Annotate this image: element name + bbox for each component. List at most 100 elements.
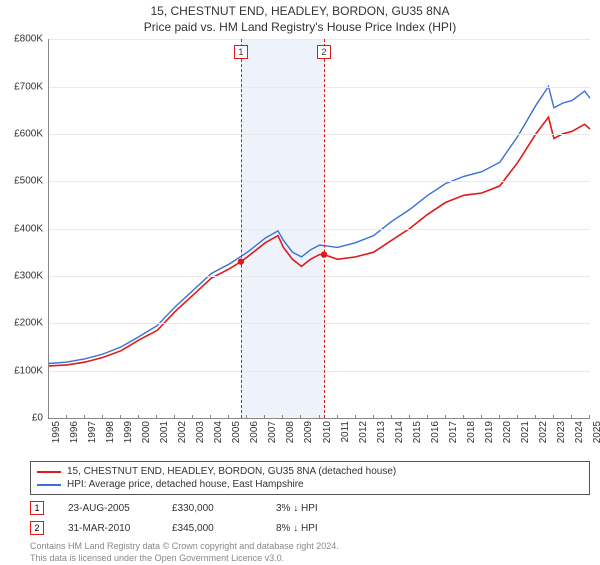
x-tick-label: 2023 (556, 421, 567, 443)
sale-date: 31-MAR-2010 (68, 523, 148, 534)
x-tick-mark (589, 415, 590, 419)
x-tick-mark (210, 415, 211, 419)
sales-list: 123-AUG-2005£330,0003% ↓ HPI231-MAR-2010… (0, 501, 600, 535)
x-tick-label: 2021 (520, 421, 531, 443)
x-tick-label: 2017 (448, 421, 459, 443)
x-tick-mark (138, 415, 139, 419)
x-axis: 1995199619971998199920002001200220032004… (48, 419, 590, 459)
x-tick-label: 2022 (538, 421, 549, 443)
title-line1: 15, CHESTNUT END, HEADLEY, BORDON, GU35 … (0, 4, 600, 20)
x-tick-mark (66, 415, 67, 419)
x-tick-mark (463, 415, 464, 419)
y-tick-label: £500K (14, 176, 49, 187)
gridline (49, 229, 590, 230)
x-tick-label: 2001 (159, 421, 170, 443)
x-tick-mark (553, 415, 554, 419)
x-tick-mark (427, 415, 428, 419)
x-tick-mark (391, 415, 392, 419)
y-tick-label: £200K (14, 318, 49, 329)
series-price_paid (49, 117, 590, 366)
x-tick-label: 2014 (394, 421, 405, 443)
x-tick-mark (120, 415, 121, 419)
x-tick-mark (84, 415, 85, 419)
x-tick-label: 2025 (592, 421, 600, 443)
y-tick-label: £0 (32, 413, 49, 424)
x-tick-mark (319, 415, 320, 419)
x-tick-label: 2016 (430, 421, 441, 443)
x-tick-label: 2007 (267, 421, 278, 443)
x-tick-mark (445, 415, 446, 419)
x-tick-mark (409, 415, 410, 419)
y-tick-label: £400K (14, 223, 49, 234)
attribution-line1: Contains HM Land Registry data © Crown c… (30, 541, 590, 553)
sale-row: 123-AUG-2005£330,0003% ↓ HPI (30, 501, 590, 515)
x-tick-label: 2005 (231, 421, 242, 443)
legend-label: 15, CHESTNUT END, HEADLEY, BORDON, GU35 … (67, 466, 396, 477)
x-tick-mark (48, 415, 49, 419)
x-tick-label: 2013 (376, 421, 387, 443)
x-tick-mark (300, 415, 301, 419)
x-tick-label: 2004 (213, 421, 224, 443)
x-tick-label: 2002 (177, 421, 188, 443)
x-tick-mark (282, 415, 283, 419)
x-tick-mark (571, 415, 572, 419)
legend-swatch (37, 484, 61, 486)
series-hpi (49, 87, 590, 364)
legend-item: 15, CHESTNUT END, HEADLEY, BORDON, GU35 … (37, 465, 583, 478)
attribution-line2: This data is licensed under the Open Gov… (30, 553, 590, 565)
chart-area: £0£100K£200K£300K£400K£500K£600K£700K£80… (48, 39, 590, 419)
sale-price: £330,000 (172, 503, 252, 514)
x-tick-mark (535, 415, 536, 419)
x-tick-mark (102, 415, 103, 419)
event-marker: 2 (317, 45, 331, 59)
legend-item: HPI: Average price, detached house, East… (37, 478, 583, 491)
x-tick-mark (246, 415, 247, 419)
gridline (49, 87, 590, 88)
x-tick-mark (156, 415, 157, 419)
x-tick-mark (499, 415, 500, 419)
attribution: Contains HM Land Registry data © Crown c… (30, 541, 590, 564)
x-tick-label: 2008 (285, 421, 296, 443)
sale-marker: 2 (30, 521, 44, 535)
y-tick-label: £800K (14, 34, 49, 45)
gridline (49, 39, 590, 40)
plot-area: £0£100K£200K£300K£400K£500K£600K£700K£80… (48, 39, 590, 419)
legend: 15, CHESTNUT END, HEADLEY, BORDON, GU35 … (30, 461, 590, 495)
sale-diff: 8% ↓ HPI (276, 523, 356, 534)
gridline (49, 134, 590, 135)
x-tick-label: 2011 (340, 421, 351, 443)
x-tick-mark (481, 415, 482, 419)
y-tick-label: £100K (14, 365, 49, 376)
x-tick-label: 2024 (574, 421, 585, 443)
y-tick-label: £600K (14, 128, 49, 139)
sale-row: 2 31-MAR-2010 £345,000 8% ↓ HPI (30, 521, 590, 535)
x-tick-mark (192, 415, 193, 419)
y-tick-label: £300K (14, 271, 49, 282)
legend-label: HPI: Average price, detached house, East… (67, 479, 304, 490)
x-tick-label: 2009 (303, 421, 314, 443)
event-line (241, 39, 242, 418)
x-tick-label: 2000 (141, 421, 152, 443)
x-tick-label: 2012 (358, 421, 369, 443)
x-tick-label: 2003 (195, 421, 206, 443)
sale-marker: 1 (30, 501, 44, 515)
x-tick-label: 2010 (322, 421, 333, 443)
sale-price: £345,000 (172, 523, 252, 534)
gridline (49, 181, 590, 182)
x-tick-label: 1996 (69, 421, 80, 443)
sale-diff: 3% ↓ HPI (276, 503, 356, 514)
x-tick-mark (228, 415, 229, 419)
x-tick-label: 2006 (249, 421, 260, 443)
x-tick-label: 2019 (484, 421, 495, 443)
chart-title: 15, CHESTNUT END, HEADLEY, BORDON, GU35 … (0, 0, 600, 35)
x-tick-mark (174, 415, 175, 419)
x-tick-label: 1997 (87, 421, 98, 443)
x-tick-label: 1995 (51, 421, 62, 443)
event-marker: 1 (234, 45, 248, 59)
gridline (49, 323, 590, 324)
event-line (324, 39, 325, 418)
x-tick-label: 1999 (123, 421, 134, 443)
x-tick-label: 2020 (502, 421, 513, 443)
x-tick-mark (517, 415, 518, 419)
gridline (49, 371, 590, 372)
